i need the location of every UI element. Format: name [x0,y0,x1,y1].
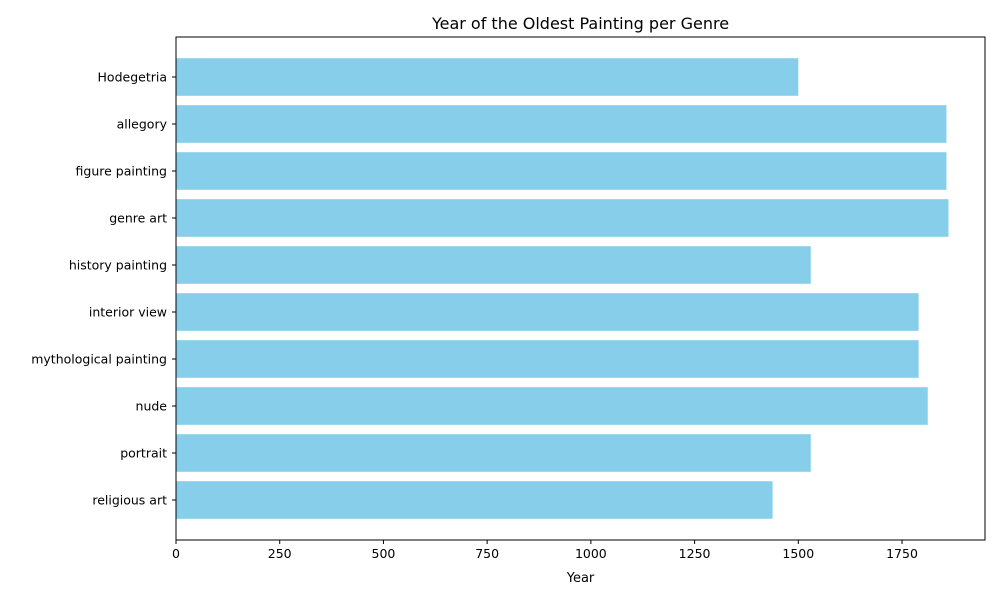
bar-allegory [176,105,947,143]
x-tick-label: 750 [475,546,499,561]
bar-figure-painting [176,152,947,190]
y-tick-label: history painting [69,258,167,273]
y-axis-ticks: Hodegetria allegory figure painting genre a… [31,70,176,508]
y-tick-label: interior view [89,305,167,320]
x-tick-label: 1000 [575,546,607,561]
y-tick-label: portrait [120,446,167,461]
x-tick-label: 1250 [679,546,711,561]
x-axis-ticks: 0 250 500 750 1000 1250 1500 1750 [172,540,918,561]
bar-genre-art [176,199,949,237]
x-tick-label: 1750 [886,546,918,561]
bar-interior-view [176,293,919,331]
x-axis-label: Year [566,571,595,586]
y-tick-label: Hodegetria [98,70,167,85]
y-tick-label: genre art [109,211,167,226]
chart-title: Year of the Oldest Painting per Genre [431,14,729,33]
x-tick-label: 250 [268,546,292,561]
bars-layer [176,58,949,519]
bar-portrait [176,434,811,472]
bar-mythological-painting [176,340,919,378]
x-tick-label: 0 [172,546,180,561]
bar-religious-art [176,481,773,519]
x-tick-label: 1500 [782,546,814,561]
plot-frame [175,36,986,541]
y-tick-label: allegory [117,117,168,132]
bar-nude [176,387,928,425]
y-tick-label: figure painting [76,164,167,179]
bar-history-painting [176,246,811,284]
y-tick-label: mythological painting [31,352,167,367]
y-tick-label: religious art [92,493,167,508]
x-tick-label: 500 [372,546,396,561]
bar-hodegetria [176,58,799,96]
y-tick-label: nude [136,399,168,414]
